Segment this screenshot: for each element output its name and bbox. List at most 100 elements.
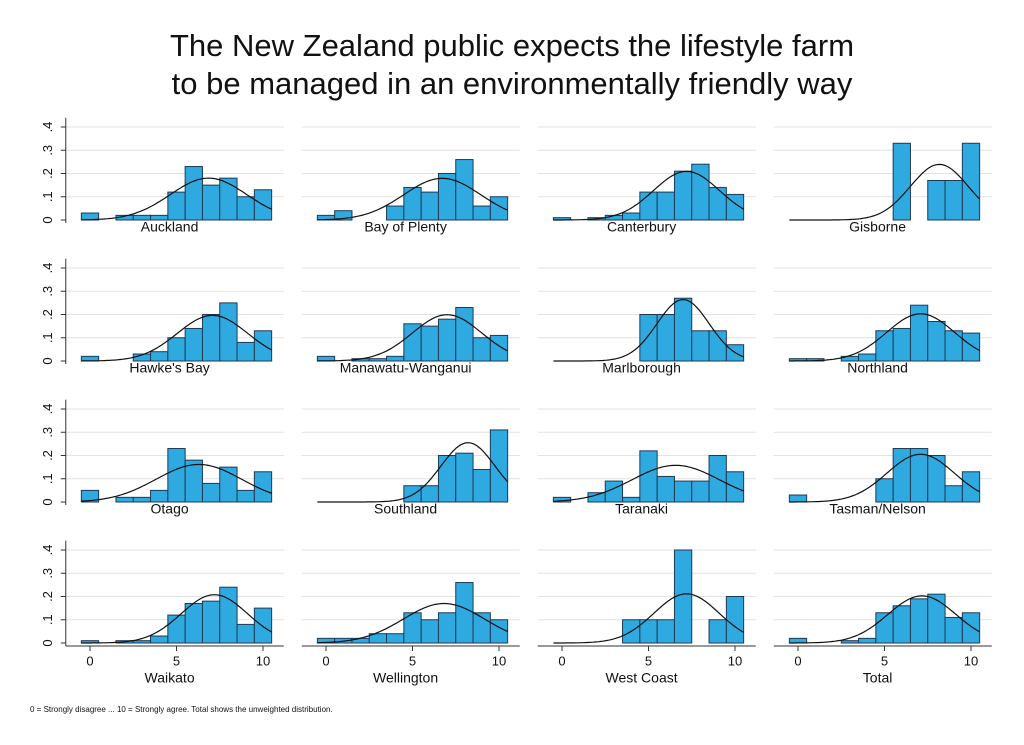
bar xyxy=(219,177,238,221)
bar xyxy=(725,596,745,644)
bar xyxy=(656,619,675,644)
bar xyxy=(80,489,100,503)
bar xyxy=(961,142,981,221)
density-curve xyxy=(317,602,508,644)
bar xyxy=(236,196,255,221)
bar xyxy=(455,452,474,503)
bar xyxy=(944,330,963,362)
bar xyxy=(437,318,457,362)
density-curve xyxy=(81,594,272,644)
x-tick-label: 0 xyxy=(794,653,801,668)
bar xyxy=(656,475,675,503)
density-curve xyxy=(789,453,980,503)
bar xyxy=(927,320,946,362)
bar xyxy=(875,478,894,503)
bar xyxy=(587,492,606,503)
y-tick-label: .3 xyxy=(40,145,55,156)
x-tick-label: 10 xyxy=(492,653,506,668)
bar xyxy=(656,191,675,221)
bar xyxy=(386,633,405,644)
y-tick-label: .1 xyxy=(40,473,55,484)
panel-label: Marlborough xyxy=(602,360,681,376)
bar xyxy=(184,327,203,362)
bar xyxy=(909,448,929,503)
x-tick-label: 10 xyxy=(728,653,742,668)
bar xyxy=(892,142,911,221)
bar xyxy=(420,485,439,503)
bar xyxy=(639,191,658,221)
bar xyxy=(455,159,474,221)
bar xyxy=(691,330,710,362)
bar xyxy=(788,494,808,503)
bar xyxy=(944,485,963,503)
bar xyxy=(437,612,457,644)
bar xyxy=(840,640,860,644)
bar xyxy=(184,166,203,221)
density-curve xyxy=(553,464,744,502)
density-curve xyxy=(81,463,272,502)
y-tick-label: .2 xyxy=(40,168,55,179)
note: 0 = Strongly disagree ... 10 = Strongly … xyxy=(30,705,333,714)
bar xyxy=(927,593,946,644)
bar xyxy=(708,619,727,644)
bar xyxy=(219,302,238,362)
density-curve xyxy=(317,177,508,221)
density-curve xyxy=(789,595,980,644)
x-tick-label: 10 xyxy=(964,653,978,668)
bar xyxy=(184,459,203,503)
bar xyxy=(167,614,186,644)
y-tick-label: 0 xyxy=(40,498,55,505)
y-tick-label: .4 xyxy=(40,404,55,415)
bar xyxy=(944,616,963,644)
bar xyxy=(115,496,134,503)
bar xyxy=(334,210,353,221)
y-tick-label: .1 xyxy=(40,614,55,625)
y-tick-label: .2 xyxy=(40,591,55,602)
panel-label: Southland xyxy=(374,501,437,517)
x-tick-label: 5 xyxy=(409,653,416,668)
bar xyxy=(236,489,255,503)
y-tick-label: .4 xyxy=(40,122,55,133)
bar xyxy=(673,480,693,503)
bar xyxy=(167,448,186,503)
panel-label: Otago xyxy=(151,501,189,517)
bar xyxy=(420,325,439,362)
panel-label: Total xyxy=(863,670,893,686)
bar xyxy=(403,485,422,503)
bar xyxy=(167,337,186,362)
panel-label: Gisborne xyxy=(849,219,906,235)
bar xyxy=(184,602,203,644)
y-tick-label: .1 xyxy=(40,332,55,343)
y-tick-label: .4 xyxy=(40,545,55,556)
y-tick-label: 0 xyxy=(40,357,55,364)
density-curve xyxy=(789,163,981,221)
bar xyxy=(909,598,929,644)
bar xyxy=(253,607,273,644)
y-tick-label: .2 xyxy=(40,309,55,320)
bar xyxy=(219,466,238,503)
x-tick-label: 5 xyxy=(881,653,888,668)
x-tick-label: 0 xyxy=(322,653,329,668)
panel-label: West Coast xyxy=(606,670,678,686)
bar xyxy=(892,605,911,644)
x-tick-label: 0 xyxy=(86,653,93,668)
bar xyxy=(708,186,727,221)
x-tick-label: 5 xyxy=(645,653,652,668)
density-curve xyxy=(317,442,509,503)
bar xyxy=(472,337,491,362)
x-tick-label: 0 xyxy=(558,653,565,668)
panel-label: Hawke's Bay xyxy=(129,360,209,376)
bar xyxy=(472,205,491,221)
bar xyxy=(927,455,946,503)
density-curve xyxy=(317,314,508,362)
bar xyxy=(691,480,710,503)
y-tick-label: .3 xyxy=(40,568,55,579)
bar xyxy=(253,330,273,362)
panel-label: Tasman/Nelson xyxy=(829,501,926,517)
bar xyxy=(961,612,981,644)
density-curve xyxy=(553,593,744,644)
bar xyxy=(420,191,439,221)
bar xyxy=(236,341,255,362)
bar xyxy=(961,332,981,362)
bar xyxy=(201,184,221,221)
